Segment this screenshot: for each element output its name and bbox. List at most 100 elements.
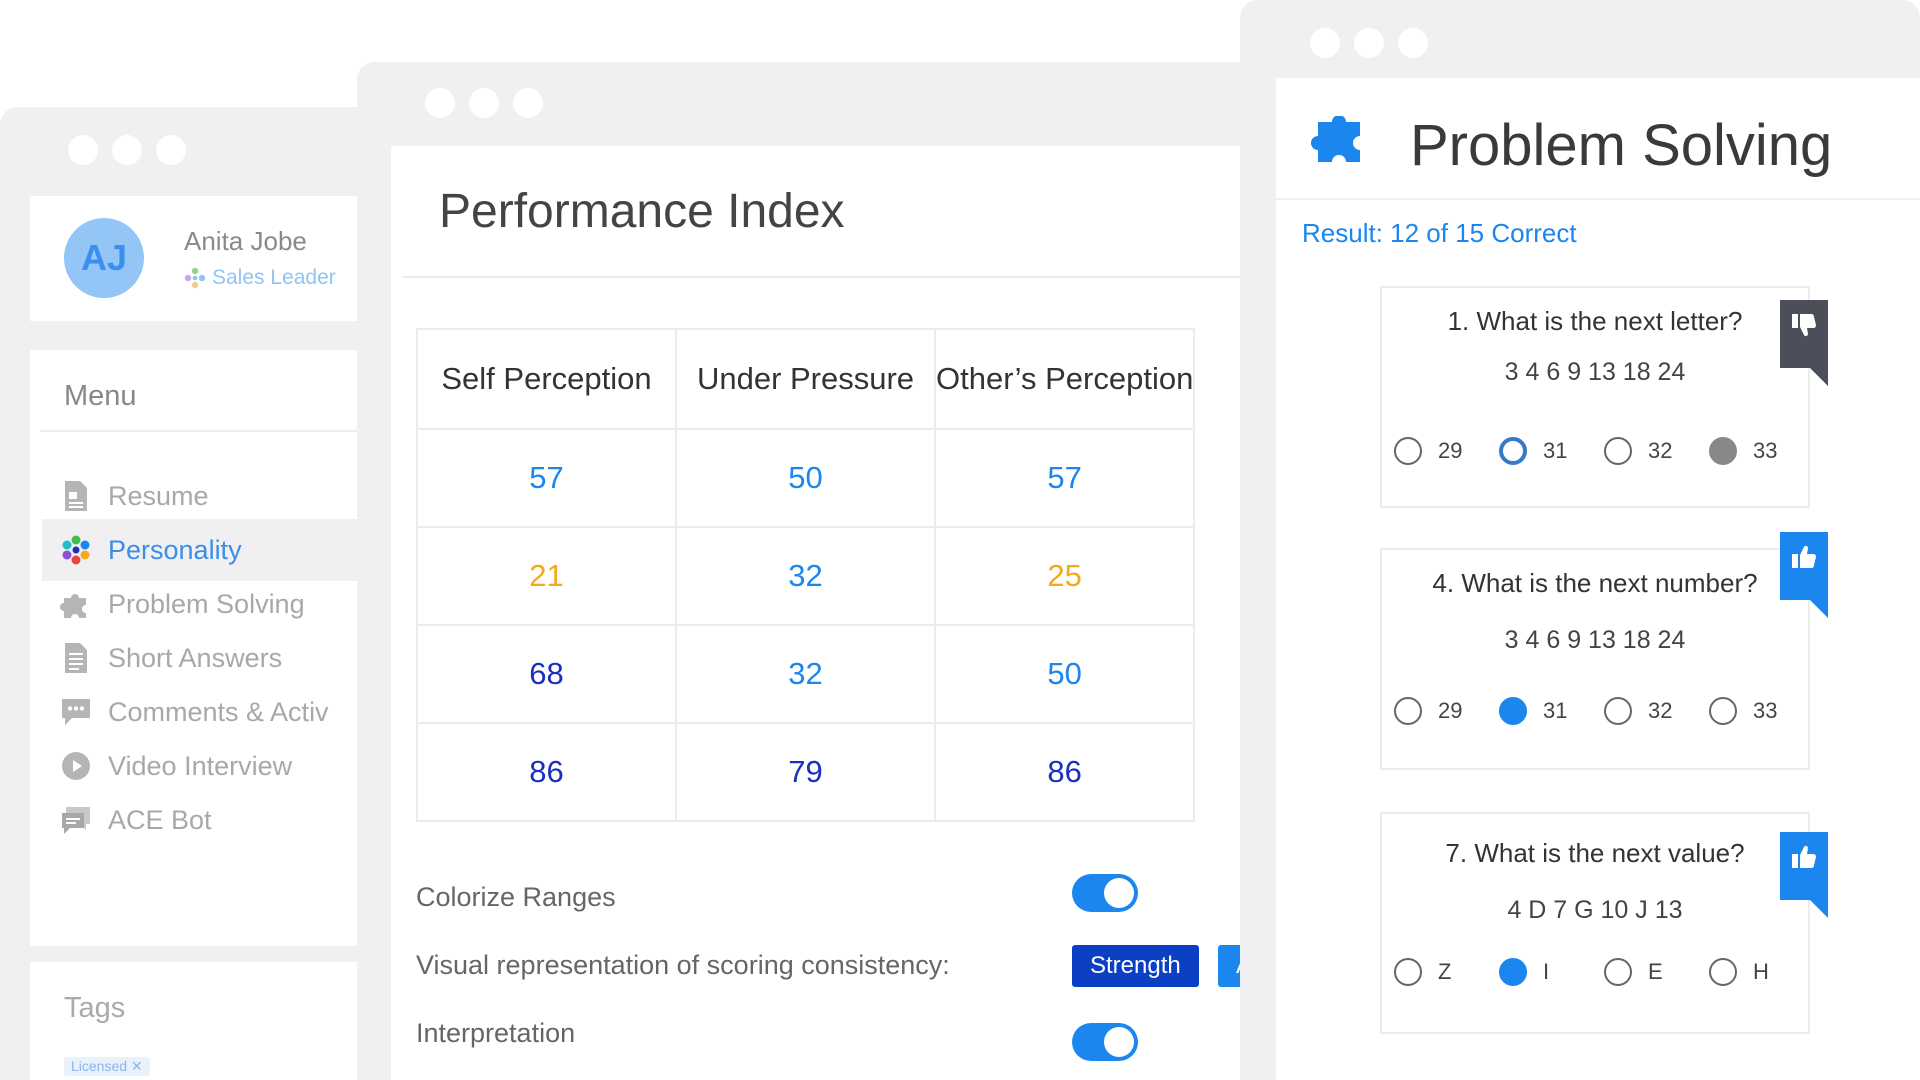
answer-option[interactable]: E	[1604, 958, 1663, 986]
radio-button[interactable]	[1709, 697, 1737, 725]
menu-item-label: Short Answers	[108, 642, 283, 673]
radio-button[interactable]	[1394, 437, 1422, 465]
radio-button[interactable]	[1499, 697, 1527, 725]
score-cell: 79	[675, 722, 936, 822]
window-controls	[68, 135, 186, 165]
menu-item-label: Video Interview	[108, 750, 293, 781]
answer-option[interactable]: 29	[1394, 437, 1462, 465]
menu-divider	[40, 430, 420, 432]
window-dot[interactable]	[1310, 28, 1340, 58]
window-dot[interactable]	[68, 135, 98, 165]
radio-button[interactable]	[1499, 437, 1527, 465]
tags-card: Tags Licensed ✕	[30, 962, 420, 1080]
score-cell: 57	[416, 428, 677, 528]
candidate-profile-window: AJ Anita Jobe Sales Leader Menu Resume	[0, 107, 420, 1080]
window-dot[interactable]	[1398, 28, 1428, 58]
flower-icon	[184, 267, 206, 289]
question-card: 1. What is the next letter? 3 4 6 9 13 1…	[1380, 286, 1828, 508]
option-label: I	[1543, 959, 1550, 984]
answer-option[interactable]: 32	[1604, 697, 1672, 725]
radio-button[interactable]	[1394, 697, 1422, 725]
radio-button[interactable]	[1394, 958, 1422, 986]
menu-item-resume[interactable]: Resume	[42, 465, 420, 527]
performance-window: Performance Index Self Perception Under …	[357, 62, 1257, 1080]
radio-button[interactable]	[1709, 958, 1737, 986]
menu-item-problem-solving[interactable]: Problem Solving	[42, 573, 420, 635]
answer-option[interactable]: Z	[1394, 958, 1451, 986]
menu-item-video-interview[interactable]: Video Interview	[42, 735, 420, 797]
window-dot[interactable]	[112, 135, 142, 165]
close-icon[interactable]: ✕	[130, 1058, 143, 1074]
question-sequence: 4 D 7 G 10 J 13	[1507, 896, 1683, 924]
answer-option[interactable]: 32	[1604, 437, 1672, 465]
column-header: Under Pressure	[675, 328, 936, 430]
profile-name: Anita Jobe	[184, 226, 307, 256]
answer-option[interactable]: 31	[1499, 437, 1567, 465]
strength-chip[interactable]: Strength	[1072, 945, 1199, 987]
menu-item-label: Problem Solving	[108, 588, 305, 619]
menu-item-label: ACE Bot	[108, 804, 212, 835]
thumbs-down-icon	[1792, 314, 1816, 337]
radio-button[interactable]	[1604, 437, 1632, 465]
radio-button[interactable]	[1604, 697, 1632, 725]
score-cell: 21	[416, 526, 677, 626]
answer-option[interactable]: 33	[1709, 697, 1777, 725]
answer-option[interactable]: H	[1709, 958, 1769, 986]
score-cell: 25	[933, 526, 1196, 626]
puzzle-icon	[60, 588, 92, 620]
menu-item-label: Comments & Activ	[108, 696, 329, 727]
result-summary: Result: 12 of 15 Correct	[1302, 218, 1577, 248]
window-dot[interactable]	[469, 88, 499, 118]
option-label: 33	[1753, 698, 1778, 723]
avatar[interactable]: AJ	[64, 218, 144, 298]
tag-chip[interactable]: Licensed ✕	[64, 1057, 150, 1076]
option-label: E	[1648, 959, 1663, 984]
question-sequence: 3 4 6 9 13 18 24	[1504, 358, 1686, 386]
bot-chat-icon	[60, 804, 92, 836]
question-card: 4. What is the next number? 3 4 6 9 13 1…	[1380, 532, 1828, 770]
colorize-ranges-toggle[interactable]	[1072, 874, 1138, 912]
column-header: Self Perception	[416, 328, 677, 430]
score-cell: 50	[675, 428, 936, 528]
window-dot[interactable]	[513, 88, 543, 118]
page-title: Problem Solving	[1410, 113, 1833, 178]
window-dot[interactable]	[156, 135, 186, 165]
menu-item-ace-bot[interactable]: ACE Bot	[42, 789, 420, 851]
profile-card: AJ Anita Jobe Sales Leader	[30, 196, 420, 321]
performance-table: Self Perception Under Pressure Other’s P…	[416, 328, 1196, 822]
table-row: 57 50 57	[416, 428, 1196, 528]
option-label: H	[1753, 959, 1769, 984]
column-header: Other’s Perception	[933, 328, 1196, 430]
option-label: 33	[1753, 438, 1778, 463]
text-lines-icon	[60, 642, 92, 674]
score-cell: 50	[933, 624, 1196, 724]
performance-panel: Performance Index Self Perception Under …	[391, 146, 1257, 1080]
question-sequence: 3 4 6 9 13 18 24	[1504, 626, 1686, 654]
option-label: 29	[1438, 438, 1463, 463]
radio-button[interactable]	[1604, 958, 1632, 986]
interpretation-toggle[interactable]	[1072, 1023, 1138, 1061]
answer-option[interactable]: 33	[1709, 437, 1777, 465]
window-dot[interactable]	[1354, 28, 1384, 58]
profile-role-label: Sales Leader	[212, 266, 336, 289]
question-card: 7. What is the next value? 4 D 7 G 10 J …	[1380, 812, 1828, 1034]
window-dot[interactable]	[425, 88, 455, 118]
radio-button[interactable]	[1709, 437, 1737, 465]
table-row: 21 32 25	[416, 526, 1196, 626]
menu-item-comments-activity[interactable]: Comments & Activ	[42, 681, 420, 743]
menu-item-short-answers[interactable]: Short Answers	[42, 627, 420, 689]
answer-option[interactable]: I	[1499, 958, 1549, 986]
table-row: 68 32 50	[416, 624, 1196, 724]
table-row: 86 79 86	[416, 722, 1196, 822]
window-controls	[425, 88, 543, 118]
answer-option[interactable]: 29	[1394, 697, 1462, 725]
option-label: 32	[1648, 438, 1673, 463]
score-cell: 32	[675, 526, 936, 626]
answer-option[interactable]: 31	[1499, 697, 1567, 725]
option-label: 31	[1543, 438, 1568, 463]
feedback-flag	[1780, 532, 1828, 618]
thumbs-up-icon	[1792, 845, 1816, 868]
page-title: Performance Index	[439, 185, 845, 238]
option-label: Z	[1438, 959, 1452, 984]
radio-button[interactable]	[1499, 958, 1527, 986]
